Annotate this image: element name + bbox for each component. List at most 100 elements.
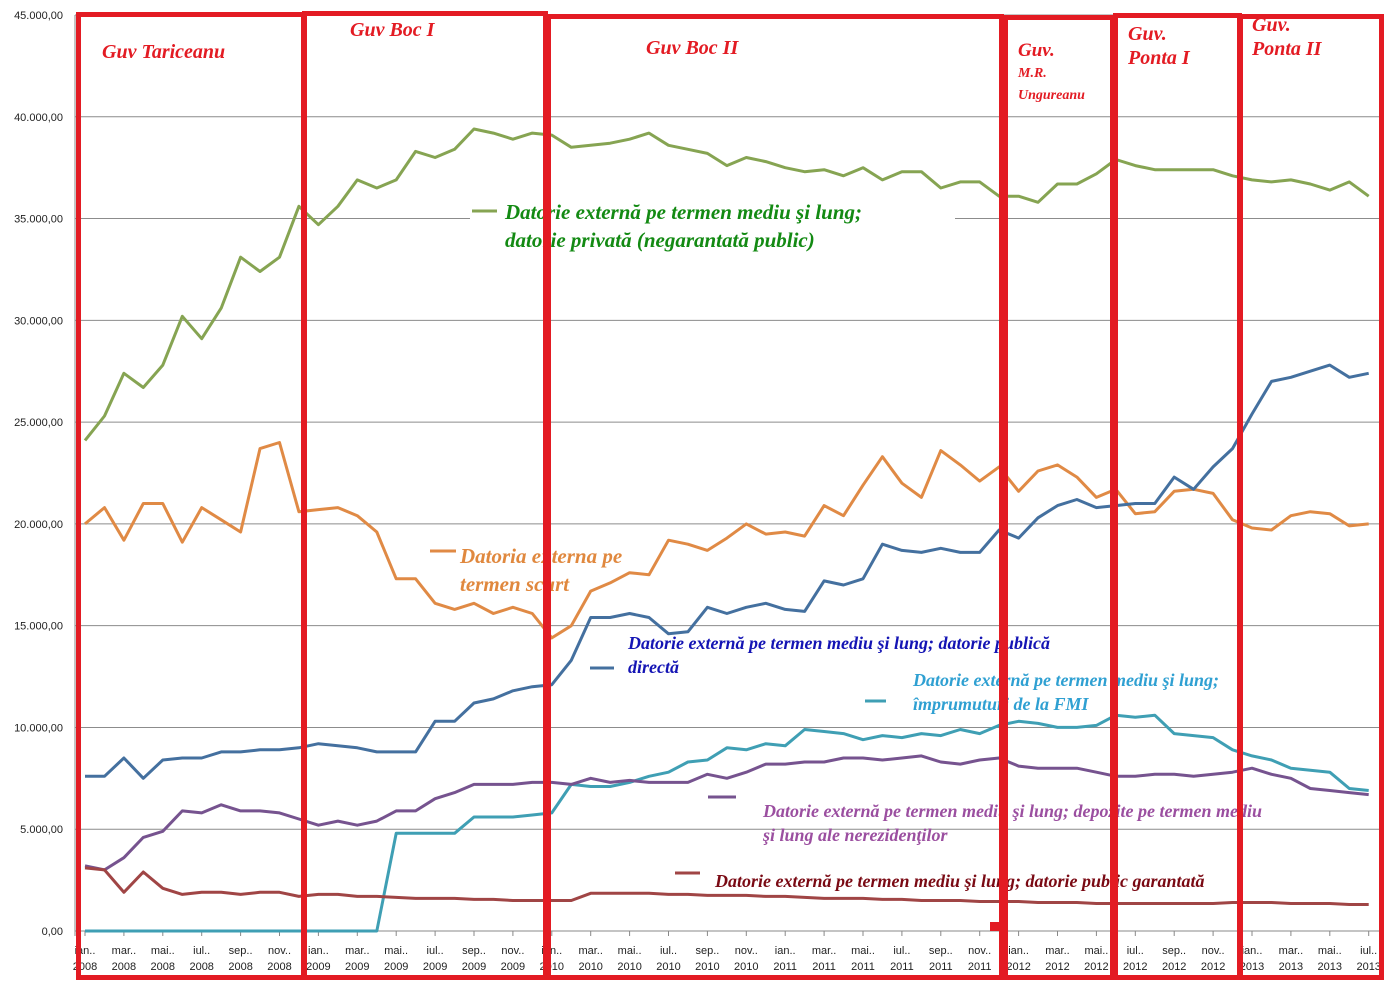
y-tick-label: 0,00 — [42, 926, 63, 938]
period-box-ponta-1 — [1113, 13, 1242, 980]
marker-square — [990, 922, 999, 931]
x-tick-label: 2011 — [968, 961, 992, 973]
x-tick-label: 2010 — [695, 961, 719, 973]
y-tick-label: 30.000,00 — [14, 315, 63, 327]
gov-ungureanu-line1: Guv. — [1018, 40, 1055, 61]
series-line-2 — [85, 363, 1370, 780]
x-tick-label: sep.. — [1162, 945, 1186, 957]
gov-label-boc-1: Guv Boc I — [350, 19, 434, 42]
gov-label-ungureanu: Guv. M.R. Ungureanu — [1018, 39, 1085, 107]
y-tick-label: 45.000,00 — [14, 10, 63, 22]
x-tick-label: 2008 — [112, 961, 136, 973]
x-tick-label: 2013 — [1240, 961, 1264, 973]
x-tick-label: mar.. — [112, 945, 136, 957]
x-tick-label: iul.. — [1127, 945, 1144, 957]
gov-ungureanu-line3: Ungureanu — [1018, 88, 1085, 103]
x-tick-label: 2011 — [773, 961, 797, 973]
y-tick-label: 15.000,00 — [14, 621, 63, 633]
x-tick-label: nov.. — [735, 945, 758, 957]
x-tick-label: mai.. — [384, 945, 408, 957]
x-tick-label: mai.. — [851, 945, 875, 957]
x-tick-label: 2012 — [1045, 961, 1069, 973]
y-tick-label: 20.000,00 — [14, 519, 63, 531]
x-tick-label: mar.. — [345, 945, 369, 957]
gov-ponta2-line2: Ponta II — [1252, 38, 1322, 60]
series-line-4 — [84, 754, 1369, 872]
x-tick-label: 2010 — [617, 961, 641, 973]
x-tick-label: sep.. — [462, 945, 486, 957]
legend-imf-line1: Datorie externă pe termen mediu şi lung; — [913, 670, 1219, 690]
x-tick-label: mar.. — [1045, 945, 1069, 957]
gov-ponta2-line1: Guv. — [1252, 14, 1291, 36]
x-tick-label: 2011 — [929, 961, 953, 973]
x-tick-label: 2010 — [734, 961, 758, 973]
x-tick-label: ian.. — [1008, 945, 1029, 957]
legend-private-debt: Datorie externă pe termen mediu şi lung;… — [505, 198, 862, 254]
legend-direct-line2: directă — [628, 657, 679, 677]
x-tick-label: 2009 — [462, 961, 486, 973]
x-tick-label: mar.. — [578, 945, 602, 957]
x-tick-label: 2008 — [189, 961, 213, 973]
legend-short-term-debt: Datoria externa pe termen scurt — [460, 542, 622, 598]
gov-ungureanu-line2: M.R. — [1018, 66, 1047, 81]
legend-guaranteed-line1: Datorie externă pe termen mediu şi lung;… — [715, 871, 1205, 891]
x-tick-label: 2012 — [1084, 961, 1108, 973]
legend-public-guaranteed: Datorie externă pe termen mediu şi lung;… — [715, 869, 1205, 893]
period-box-ungureanu — [1003, 15, 1115, 980]
legend-deposits: Datorie externă pe termen mediu şi lung;… — [763, 799, 1262, 847]
x-tick-label: 2011 — [812, 961, 836, 973]
x-tick-label: 2008 — [151, 961, 175, 973]
y-tick-label: 35.000,00 — [14, 214, 63, 226]
gov-ponta1-line1: Guv. — [1128, 23, 1167, 45]
x-tick-label: sep.. — [929, 945, 953, 957]
gov-label-ponta-1: Guv. Ponta I — [1128, 22, 1190, 70]
x-tick-label: mai.. — [151, 945, 175, 957]
gov-label-ponta-2: Guv. Ponta II — [1252, 13, 1321, 61]
x-tick-label: nov.. — [968, 945, 991, 957]
legend-deposits-line1: Datorie externă pe termen mediu şi lung;… — [763, 801, 1262, 821]
x-tick-label: 2012 — [1123, 961, 1147, 973]
x-tick-label: 2009 — [306, 961, 330, 973]
x-tick-label: 2013 — [1356, 961, 1380, 973]
gov-label-tariceanu: Guv Tariceanu — [102, 41, 225, 64]
legend-direct-line1: Datorie externă pe termen mediu şi lung;… — [628, 633, 1050, 653]
x-tick-label: 2013 — [1279, 961, 1303, 973]
x-tick-label: 2009 — [423, 961, 447, 973]
x-tick-label: 2012 — [1201, 961, 1225, 973]
x-tick-label: iul.. — [193, 945, 210, 957]
series-line-5 — [84, 866, 1369, 906]
x-tick-label: ian.. — [308, 945, 329, 957]
y-tick-label: 5.000,00 — [20, 824, 63, 836]
series-line-0 — [83, 127, 1370, 442]
period-box-boc-2 — [546, 14, 1004, 980]
series-line-1 — [84, 441, 1369, 640]
x-tick-label: 2009 — [345, 961, 369, 973]
x-tick-label: 2008 — [267, 961, 291, 973]
gov-label-boc-2: Guv Boc II — [646, 37, 738, 60]
x-tick-label: 2008 — [228, 961, 252, 973]
legend-private-line1: Datorie externă pe termen mediu şi lung; — [505, 200, 862, 224]
x-tick-label: mai.. — [1084, 945, 1108, 957]
x-tick-label: nov.. — [268, 945, 291, 957]
period-box-tariceanu — [76, 12, 306, 980]
x-tick-label: 2011 — [851, 961, 875, 973]
x-tick-label: mai.. — [1318, 945, 1342, 957]
x-tick-label: 2012 — [1006, 961, 1030, 973]
x-tick-label: mar.. — [1279, 945, 1303, 957]
gov-boc1-text: Guv Boc I — [350, 19, 435, 41]
x-tick-label: iul.. — [427, 945, 444, 957]
period-box-ponta-2 — [1238, 14, 1384, 980]
x-tick-label: ian.. — [1242, 945, 1263, 957]
series-line-3 — [85, 713, 1369, 933]
x-tick-label: 2012 — [1162, 961, 1186, 973]
x-tick-label: 2013 — [1318, 961, 1342, 973]
x-tick-label: 2011 — [890, 961, 914, 973]
legend-short-line1: Datoria externa pe — [460, 544, 623, 568]
x-tick-label: iul.. — [1360, 945, 1377, 957]
gov-boc2-text: Guv Boc II — [646, 37, 739, 59]
x-tick-label: 2009 — [501, 961, 525, 973]
x-tick-label: 2010 — [656, 961, 680, 973]
x-tick-label: 2010 — [578, 961, 602, 973]
x-tick-label: iul.. — [893, 945, 910, 957]
